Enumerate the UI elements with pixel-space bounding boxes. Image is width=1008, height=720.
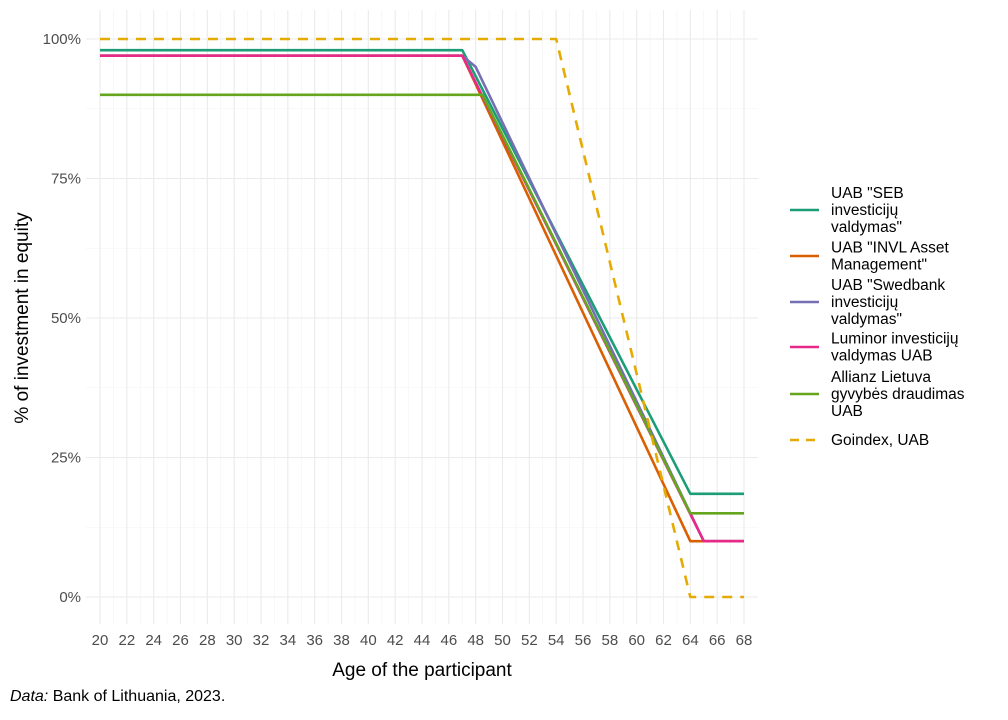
legend-label: UAB xyxy=(831,403,863,420)
legend-label: gyvybės draudimas xyxy=(831,386,965,403)
x-tick-label: 36 xyxy=(306,632,323,649)
legend-label: Goindex, UAB xyxy=(831,432,929,449)
x-tick-label: 38 xyxy=(333,632,350,649)
legend-label: valdymas" xyxy=(831,311,902,328)
legend-label: Management" xyxy=(831,257,927,274)
caption-text: Bank of Lithuania, 2023. xyxy=(48,688,226,705)
x-tick-label: 66 xyxy=(709,632,726,649)
x-tick-label: 48 xyxy=(467,632,484,649)
x-tick-label: 24 xyxy=(145,632,162,649)
x-axis-ticks: 20 22 24 26 28 30 32 34 36 38 40 42 44 46 48 50 52 54 56 58… xyxy=(92,632,753,649)
x-tick-label: 50 xyxy=(494,632,511,649)
y-tick-label: 50% xyxy=(51,310,81,327)
legend-item: Goindex, UAB xyxy=(790,432,929,449)
y-tick-label: 100% xyxy=(43,31,81,48)
x-tick-label: 60 xyxy=(628,632,645,649)
x-tick-label: 52 xyxy=(521,632,538,649)
legend-label: UAB "INVL Asset xyxy=(831,240,949,257)
x-tick-label: 54 xyxy=(548,632,565,649)
x-tick-label: 34 xyxy=(279,632,296,649)
caption-label: Data: xyxy=(10,688,49,705)
x-tick-label: 26 xyxy=(172,632,189,649)
y-tick-label: 25% xyxy=(51,450,81,467)
x-tick-label: 20 xyxy=(92,632,109,649)
y-axis-ticks: 0% 25% 50% 75% 100% xyxy=(43,31,81,606)
x-tick-label: 56 xyxy=(575,632,592,649)
caption: Data: Bank of Lithuania, 2023. xyxy=(10,688,225,706)
x-tick-label: 30 xyxy=(226,632,243,649)
x-tick-label: 46 xyxy=(440,632,457,649)
legend-label: valdymas" xyxy=(831,219,902,236)
x-tick-label: 68 xyxy=(736,632,753,649)
x-tick-label: 44 xyxy=(414,632,431,649)
y-tick-label: 0% xyxy=(59,589,81,606)
grid xyxy=(86,10,758,624)
x-axis-title: Age of the participant xyxy=(332,660,512,681)
x-tick-label: 42 xyxy=(387,632,404,649)
legend-label: UAB "SEB xyxy=(831,185,904,202)
y-tick-label: 75% xyxy=(51,171,81,188)
x-tick-label: 32 xyxy=(253,632,270,649)
series-line-6 xyxy=(100,37,744,599)
legend-label: UAB "Swedbank xyxy=(831,277,945,294)
series-line-5 xyxy=(100,93,744,515)
x-tick-label: 58 xyxy=(601,632,618,649)
y-axis-title: % of investment in equity xyxy=(12,212,33,424)
x-tick-label: 40 xyxy=(360,632,377,649)
legend-label: Luminor investicijų xyxy=(831,331,959,348)
x-tick-label: 22 xyxy=(118,632,135,649)
legend-label: Allianz Lietuva xyxy=(831,369,931,386)
legend-label: investicijų xyxy=(831,202,898,219)
legend-label: investicijų xyxy=(831,294,898,311)
x-tick-label: 64 xyxy=(682,632,699,649)
series-lines xyxy=(100,37,744,599)
series-line-1 xyxy=(100,48,744,496)
x-tick-label: 62 xyxy=(655,632,672,649)
x-tick-label: 28 xyxy=(199,632,216,649)
legend-label: valdymas UAB xyxy=(831,348,933,365)
